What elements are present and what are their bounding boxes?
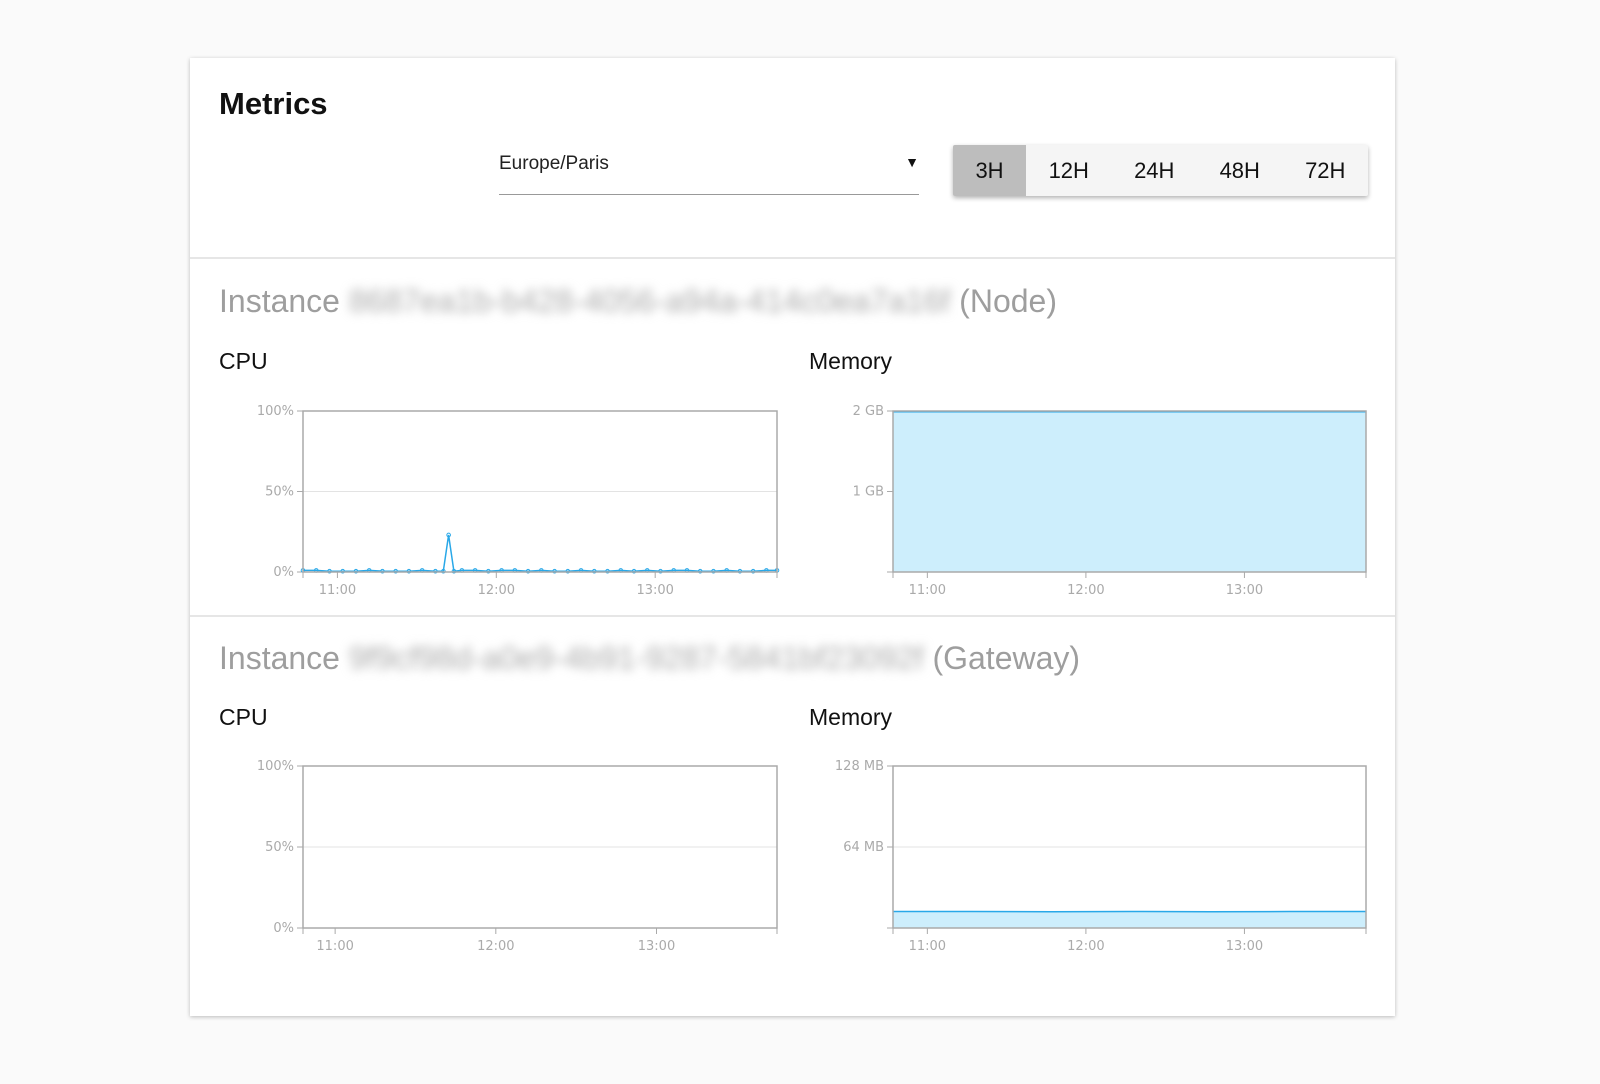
y-tick-label: 128 MB [835,759,884,774]
data-point [441,568,446,574]
y-tick-label: 100% [257,759,294,774]
y-tick-label: 0% [273,921,294,936]
instance-prefix: Instance [219,283,340,319]
data-point [327,568,332,574]
x-tick-label: 12:00 [1067,583,1104,598]
gateway-cpu-chart: 0% 50% 100% 11:00 12:00 13:00 [257,759,778,954]
x-tick-label: 13:00 [1226,583,1263,598]
plot-frame [302,410,778,573]
data-point [353,568,359,574]
x-tick-label: 12:00 [477,939,514,954]
memory-chart-label: Memory [809,704,893,730]
data-point [380,568,385,574]
x-tick-label: 12:00 [1067,939,1104,954]
data-point [737,568,743,574]
node-cpu-chart: 0% 50% 100% 11:00 12:00 13:00 [257,404,780,598]
timezone-value: Europe/Paris [499,153,609,174]
instance-type: (Node) [959,283,1057,319]
divider [190,615,1395,617]
y-tick-label: 64 MB [843,840,884,855]
instance-id-redacted: 9f9cf98d-a0e9-4b91-9287-5841bf23092f [348,640,924,676]
series-area [893,411,1366,572]
data-point [658,568,663,574]
data-point [605,568,610,574]
instance-title: Instance 9f9cf98d-a0e9-4b91-9287-5841bf2… [219,640,1080,677]
range-button-72h[interactable]: 72H [1305,157,1346,183]
x-tick-label: 11:00 [319,583,356,598]
plot-frame [302,765,778,929]
series-area [893,911,1366,928]
data-point [711,568,716,574]
plot-frame [892,410,1367,573]
range-button-24h[interactable]: 24H [1134,157,1175,183]
y-tick-label: 0% [273,565,294,580]
x-tick-label: 13:00 [638,939,675,954]
data-point [451,568,457,574]
range-button-3h[interactable]: 3H [953,145,1026,196]
node-memory-chart: 1 GB 2 GB 11:00 12:00 13:00 [853,404,1367,598]
x-tick-label: 11:00 [909,939,946,954]
data-point [697,568,703,574]
memory-chart-label: Memory [809,348,893,374]
range-toggle-group: 3H 12H 24H 48H 72H [953,145,1368,196]
data-point [631,568,637,574]
x-tick-label: 13:00 [636,583,673,598]
x-tick-label: 13:00 [1226,939,1263,954]
data-point [525,568,531,574]
series-line [303,534,777,573]
dropdown-arrow-icon: ▼ [905,154,919,170]
instance-id-redacted: 8687ea1b-b428-4056-a94a-414c0ea7a16f [348,283,951,319]
x-tick-label: 12:00 [478,583,515,598]
data-point [486,568,491,574]
metrics-card: Metrics Europe/Paris ▼ 3H 12H 24H 48H 72… [190,58,1395,1016]
data-point [393,568,398,574]
instance-type: (Gateway) [932,640,1081,676]
data-point [591,568,597,574]
data-point [446,532,451,538]
y-tick-label: 1 GB [853,485,884,500]
data-point [552,568,557,574]
x-tick-label: 11:00 [316,939,353,954]
divider [190,257,1395,259]
y-tick-label: 2 GB [853,404,884,419]
data-point [406,568,412,574]
cpu-chart-label: CPU [219,348,268,374]
instance-prefix: Instance [219,640,340,676]
timezone-select[interactable]: Europe/Paris ▼ [499,146,919,195]
data-point [433,568,438,574]
data-point [340,568,346,574]
data-point [750,568,756,574]
y-tick-label: 100% [257,404,294,419]
cpu-chart-label: CPU [219,704,268,730]
page-title: Metrics [219,86,328,121]
plot-frame [892,765,1367,929]
gateway-memory-chart: 64 MB 128 MB 11:00 12:00 13:00 [835,759,1367,954]
x-tick-label: 11:00 [909,583,946,598]
data-point [565,568,571,574]
range-button-48h[interactable]: 48H [1219,157,1260,183]
y-tick-label: 50% [265,485,294,500]
y-tick-label: 50% [265,840,294,855]
instance-title: Instance 8687ea1b-b428-4056-a94a-414c0ea… [219,283,1057,320]
range-button-12h[interactable]: 12H [1048,157,1089,183]
